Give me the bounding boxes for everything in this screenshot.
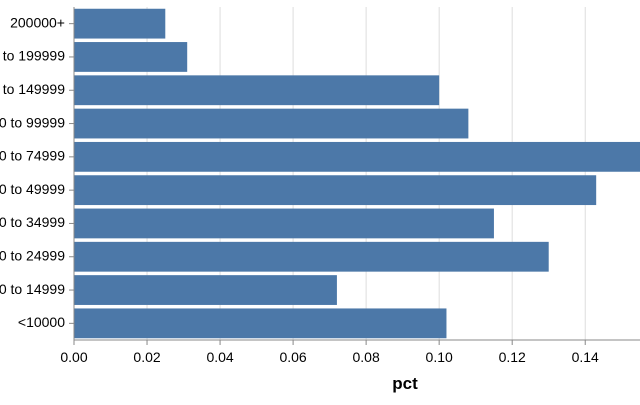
y-tick-label: 10000 to 14999 xyxy=(0,281,65,297)
bar xyxy=(74,308,447,339)
x-tick-label: 0.10 xyxy=(426,349,453,365)
x-axis: 0.00 0.02 0.04 0.06 0.08 0.10 0.12 0.14 xyxy=(60,339,640,365)
bar xyxy=(74,75,440,106)
bars xyxy=(74,8,640,339)
x-tick-label: 0.08 xyxy=(353,349,380,365)
bar xyxy=(74,8,166,39)
x-axis-title: pct xyxy=(392,374,418,393)
bar xyxy=(74,275,337,305)
x-tick-label: 0.04 xyxy=(206,349,233,365)
y-tick-label: <10000 xyxy=(18,314,65,330)
x-tick-label: 0.06 xyxy=(279,349,306,365)
y-tick-label: 75000 to 99999 xyxy=(0,114,65,130)
bar xyxy=(74,241,549,272)
bar xyxy=(74,42,188,72)
x-tick-label: 0.14 xyxy=(572,349,599,365)
y-tick-label: 15000 to 24999 xyxy=(0,247,65,263)
y-tick-label: 25000 to 34999 xyxy=(0,214,65,230)
x-tick-label: 0.12 xyxy=(499,349,526,365)
y-tick-label: 50000 to 74999 xyxy=(0,148,65,164)
x-tick-label: 0.02 xyxy=(133,349,160,365)
y-tick-label: 200000+ xyxy=(10,14,65,30)
y-tick-label: 150000 to 199999 xyxy=(0,48,65,64)
bar xyxy=(74,141,640,172)
y-tick-label: 35000 to 49999 xyxy=(0,181,65,197)
bar xyxy=(74,208,494,239)
bar xyxy=(74,175,597,206)
x-tick-label: 0.00 xyxy=(60,349,87,365)
bar xyxy=(74,108,469,139)
